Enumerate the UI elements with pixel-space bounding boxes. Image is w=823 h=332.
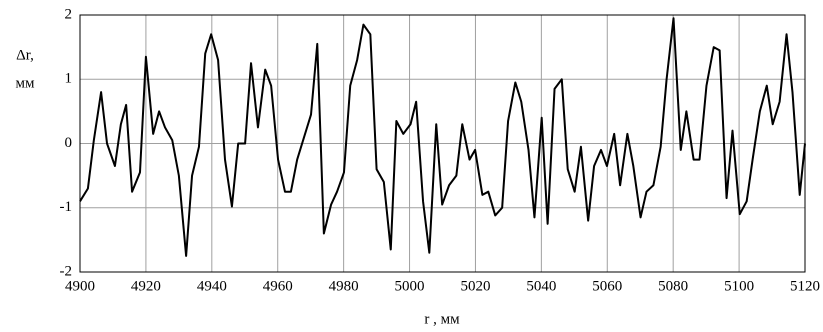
x-tick-label: 5080	[658, 278, 688, 294]
y-tick-label: -2	[60, 263, 73, 279]
y-tick-label: -1	[60, 199, 73, 215]
y-axis-label: мм	[16, 75, 35, 91]
x-tick-label: 5120	[790, 278, 820, 294]
y-tick-label: 0	[65, 135, 73, 151]
x-tick-label: 4920	[131, 278, 161, 294]
y-tick-label: 2	[65, 6, 73, 22]
x-tick-label: 4940	[197, 278, 227, 294]
data-line	[79, 17, 806, 257]
y-axis-label: Δr,	[16, 47, 34, 63]
x-tick-label: 4980	[329, 278, 359, 294]
x-tick-label: 5100	[724, 278, 754, 294]
x-tick-label: 5040	[526, 278, 556, 294]
y-tick-label: 1	[65, 71, 73, 87]
x-tick-label: 4900	[65, 278, 95, 294]
x-tick-label: 5020	[460, 278, 490, 294]
x-axis-label: r , мм	[424, 311, 460, 327]
x-tick-label: 4960	[263, 278, 293, 294]
x-tick-label: 5060	[592, 278, 622, 294]
x-tick-label: 5000	[395, 278, 425, 294]
